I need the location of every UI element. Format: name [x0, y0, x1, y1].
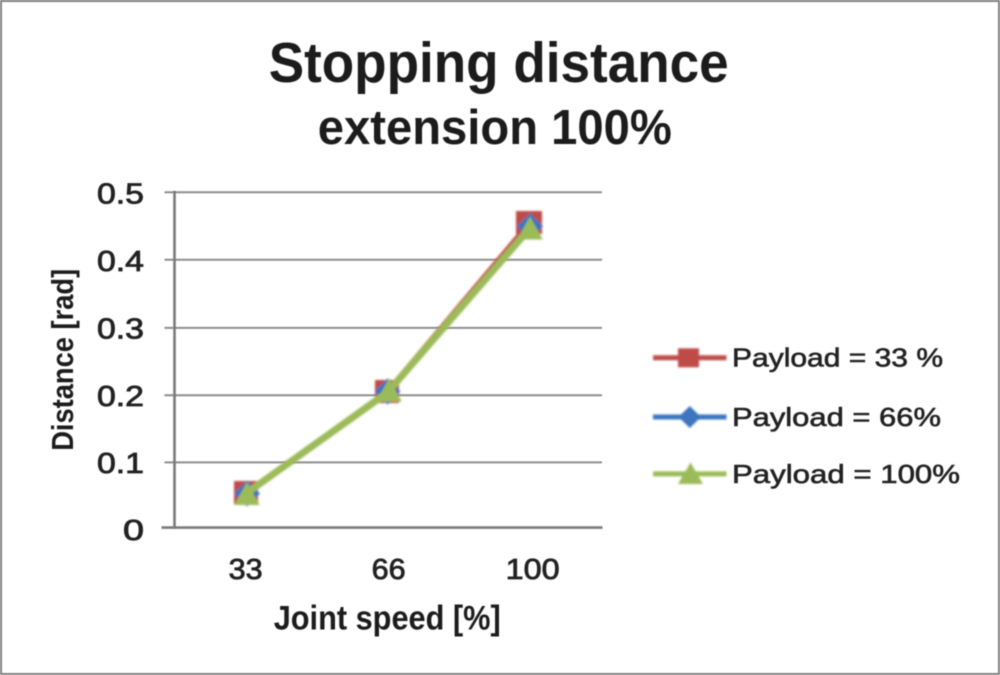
svg-text:33: 33: [229, 554, 263, 586]
svg-text:0.4: 0.4: [97, 246, 144, 278]
svg-text:Joint speed [%]: Joint speed [%]: [274, 600, 501, 638]
svg-text:0.2: 0.2: [97, 381, 144, 413]
svg-text:extension 100%: extension 100%: [318, 101, 672, 155]
svg-text:0.1: 0.1: [97, 448, 144, 480]
svg-text:66: 66: [372, 554, 406, 586]
svg-text:Distance [rad]: Distance [rad]: [45, 269, 80, 451]
svg-text:0: 0: [123, 515, 144, 547]
svg-text:Payload = 66%: Payload = 66%: [732, 402, 941, 432]
svg-text:Payload = 33 %: Payload = 33 %: [732, 342, 943, 372]
svg-text:Stopping distance: Stopping distance: [269, 31, 729, 95]
svg-text:Payload = 100%: Payload = 100%: [732, 459, 960, 489]
svg-text:100: 100: [506, 554, 560, 586]
svg-text:0.3: 0.3: [97, 314, 144, 346]
svg-text:0.5: 0.5: [97, 178, 144, 210]
